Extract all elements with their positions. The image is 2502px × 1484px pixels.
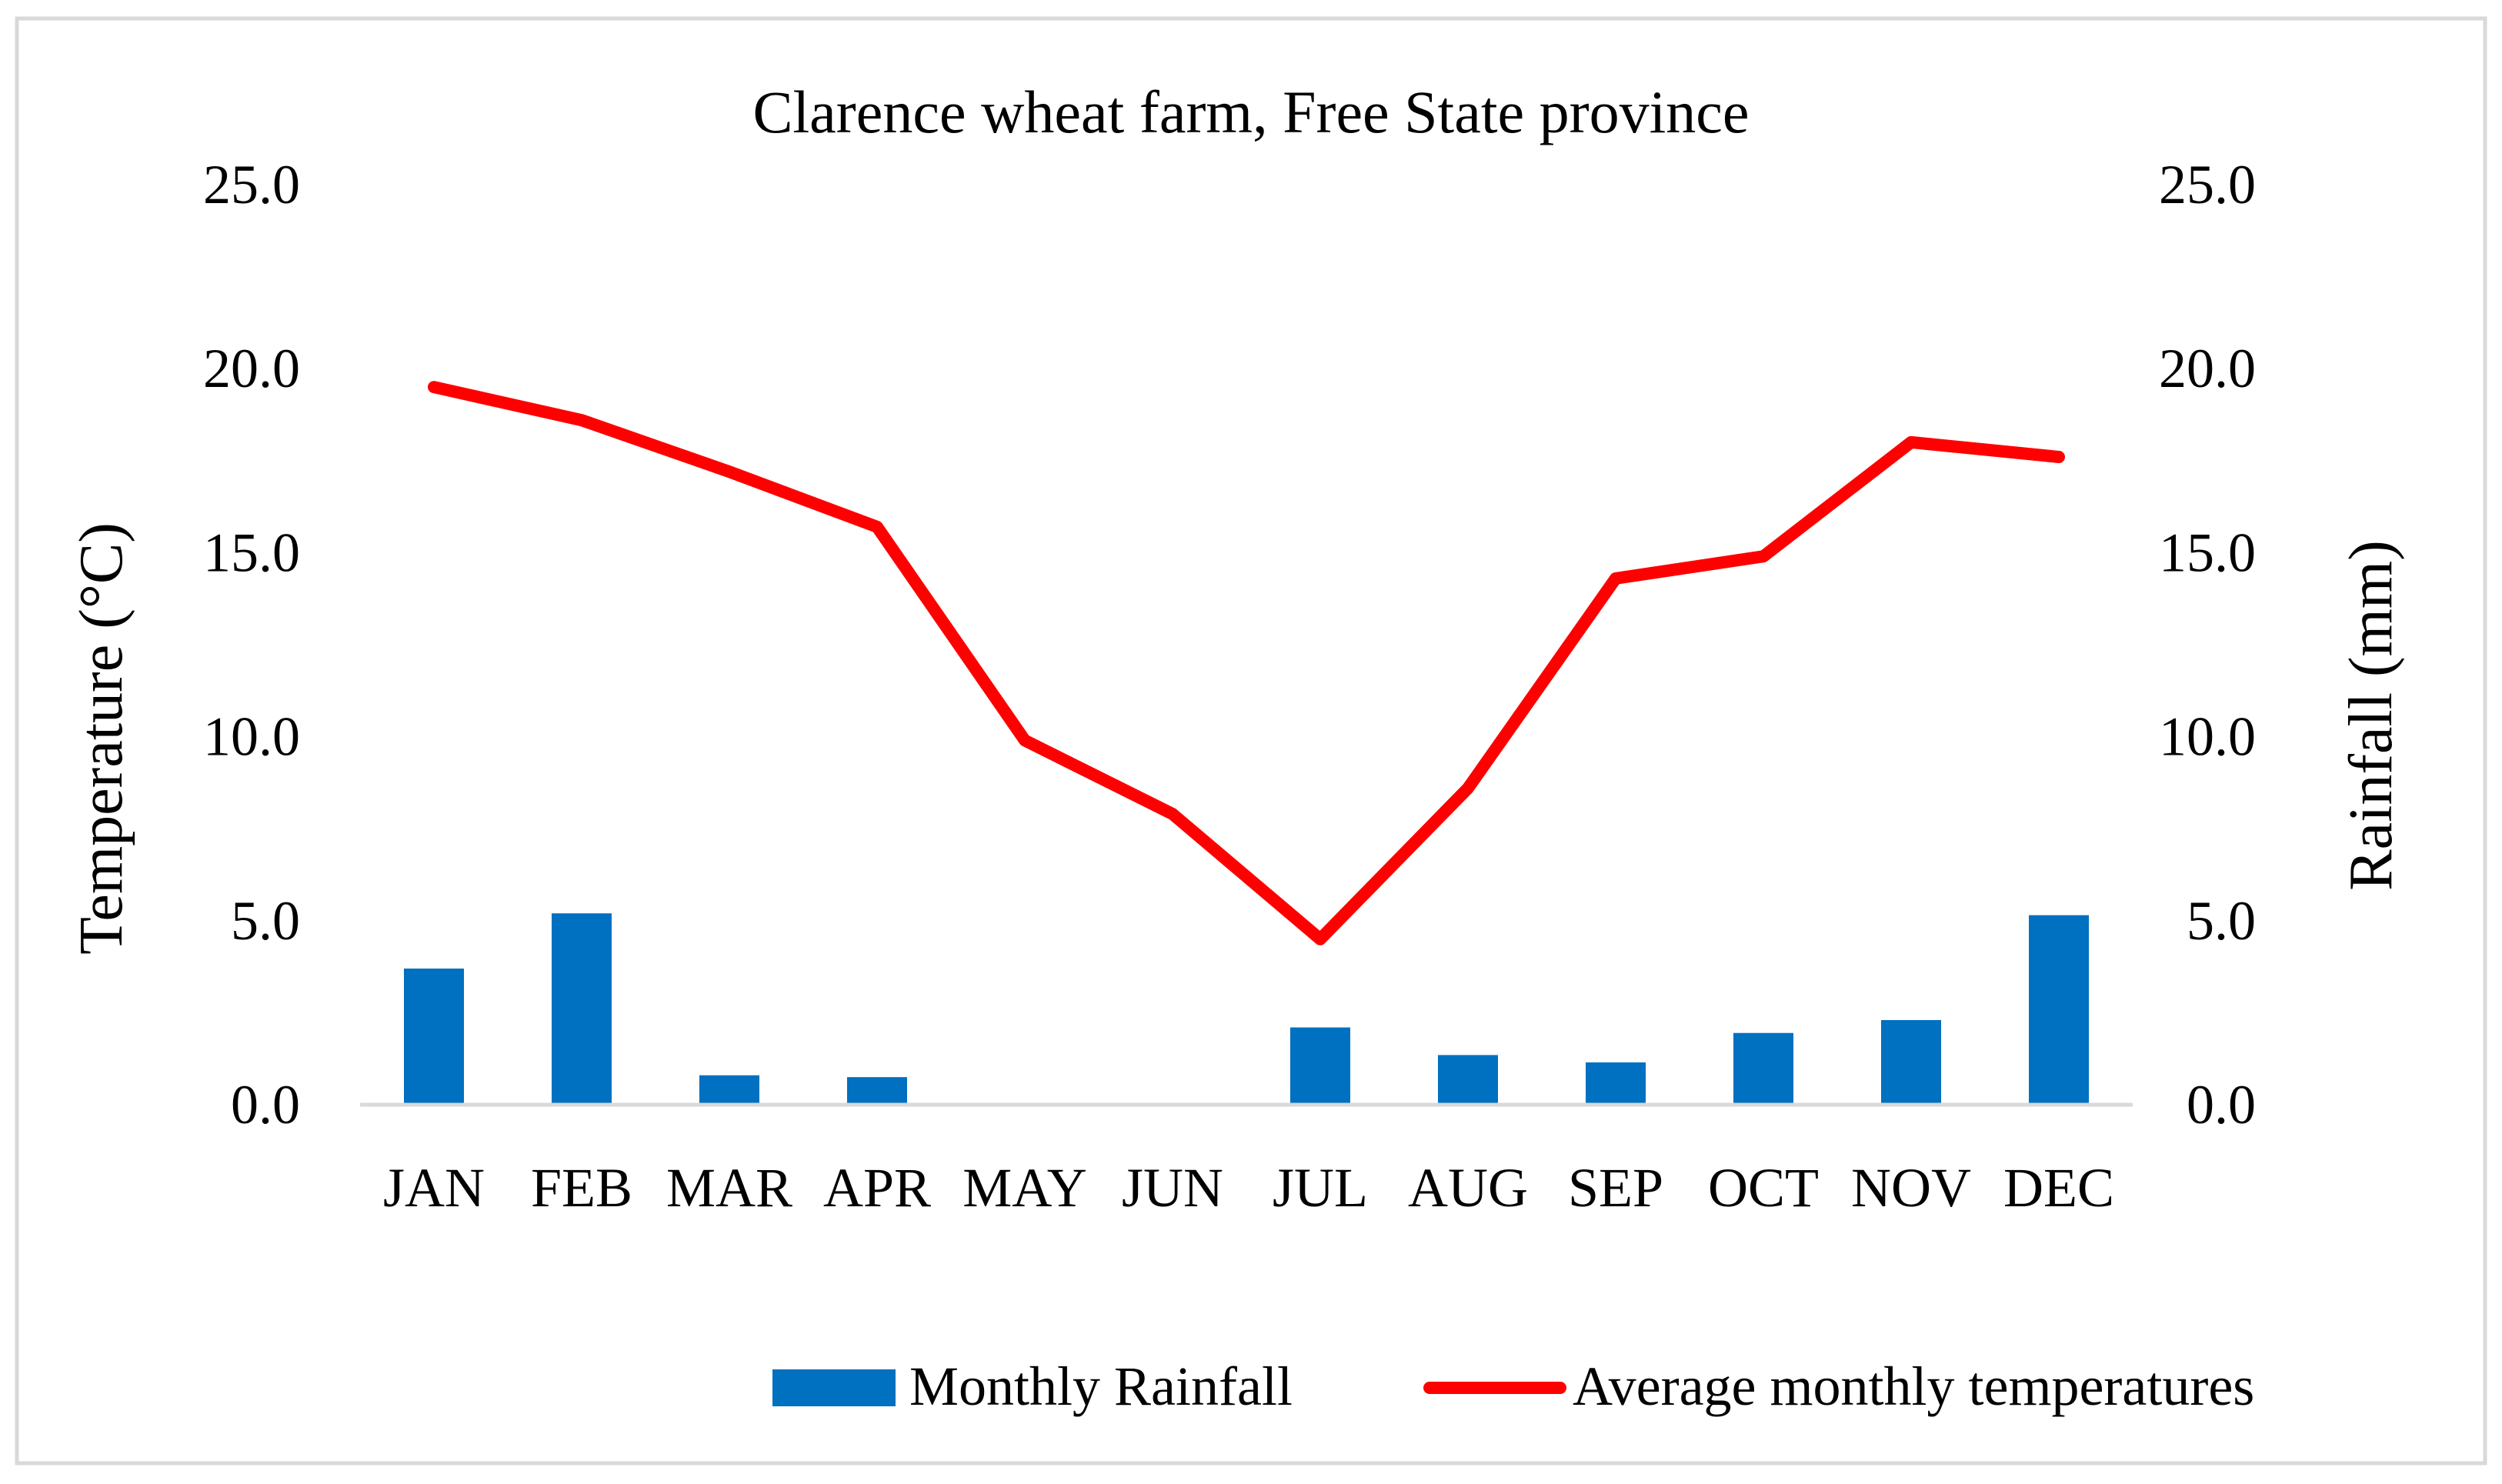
legend-rainfall-label: Monthly Rainfall: [909, 1356, 1293, 1417]
left-axis-ticks: 0.0 5.0 10.0 15.0 20.0 25.0: [203, 154, 300, 1136]
chart-border: [15, 16, 2487, 1466]
left-tick-label: 5.0: [231, 890, 300, 952]
right-axis-ticks: 0.0 5.0 10.0 15.0 20.0 25.0: [2159, 154, 2256, 1136]
category-label-mar: MAR: [666, 1157, 792, 1219]
rainfall-bar-jul: [1290, 1027, 1350, 1105]
left-tick-label: 0.0: [231, 1074, 300, 1136]
legend-temperature-label: Average monthly temperatures: [1573, 1356, 2254, 1417]
category-label-apr: APR: [823, 1157, 931, 1219]
rainfall-bars: [404, 913, 2089, 1105]
left-tick-label: 10.0: [203, 706, 300, 768]
category-label-jul: JUL: [1273, 1157, 1368, 1219]
category-label-nov: NOV: [1851, 1157, 1971, 1219]
left-axis-title: Temperature (°C): [68, 522, 135, 955]
right-tick-label: 10.0: [2159, 706, 2256, 768]
rainfall-bar-nov: [1881, 1019, 1941, 1105]
category-label-dec: DEC: [2003, 1157, 2114, 1219]
category-label-feb: FEB: [531, 1157, 632, 1219]
right-axis-title: Rainfall (mm): [2337, 540, 2405, 890]
category-label-sep: SEP: [1568, 1157, 1663, 1219]
rainfall-bar-dec: [2029, 915, 2089, 1105]
right-tick-label: 5.0: [2187, 890, 2256, 952]
right-tick-label: 15.0: [2159, 522, 2256, 583]
rainfall-bar-apr: [847, 1077, 907, 1105]
rainfall-bar-aug: [1438, 1055, 1498, 1105]
left-tick-label: 20.0: [203, 338, 300, 399]
category-labels: JAN FEB MAR APR MAY JUN JUL AUG SEP OCT NOV DEC: [383, 1157, 2114, 1219]
chart-title: Clarence wheat farm, Free State province: [752, 78, 1749, 145]
rainfall-bar-oct: [1733, 1032, 1793, 1105]
temperature-line: [428, 381, 2065, 945]
category-label-aug: AUG: [1408, 1157, 1528, 1219]
rainfall-bar-sep: [1586, 1062, 1646, 1105]
left-tick-label: 15.0: [203, 522, 300, 583]
category-label-jan: JAN: [383, 1157, 485, 1219]
right-tick-label: 25.0: [2159, 154, 2256, 215]
legend: Monthly Rainfall Average monthly tempera…: [772, 1356, 2254, 1417]
right-tick-label: 0.0: [2187, 1074, 2256, 1136]
legend-rainfall-swatch: [772, 1369, 896, 1406]
category-label-jun: JUN: [1122, 1157, 1223, 1219]
left-tick-label: 25.0: [203, 154, 300, 215]
category-label-oct: OCT: [1708, 1157, 1819, 1219]
rainfall-bar-mar: [699, 1075, 759, 1105]
rainfall-bar-jan: [404, 968, 464, 1105]
right-tick-label: 20.0: [2159, 338, 2256, 399]
rainfall-bar-feb: [552, 913, 612, 1105]
category-label-may: MAY: [962, 1157, 1086, 1219]
